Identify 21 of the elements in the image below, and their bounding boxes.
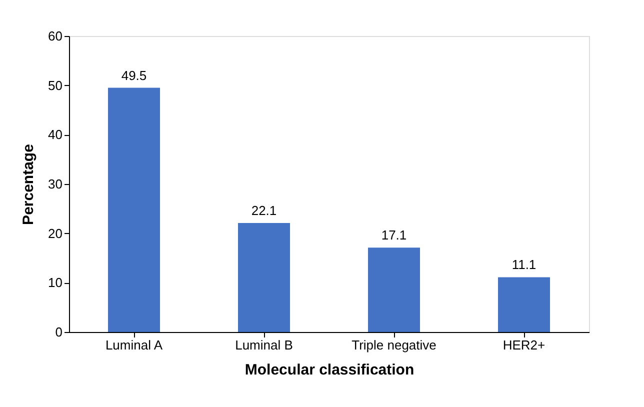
y-tick-label: 20 xyxy=(48,226,62,241)
data-label: 11.1 xyxy=(512,257,536,272)
x-axis-title: Molecular classification xyxy=(244,362,414,378)
data-label: 49.5 xyxy=(121,68,147,83)
data-label: 22.1 xyxy=(251,202,277,218)
y-axis-title: Percentage xyxy=(20,144,38,225)
y-tick-label: 40 xyxy=(48,127,62,142)
x-tick-label: Luminal B xyxy=(235,338,293,352)
y-tick-label: 30 xyxy=(48,176,62,192)
y-tick-label: 0 xyxy=(55,324,62,340)
x-tick-label: HER2+ xyxy=(502,338,546,352)
bar xyxy=(368,248,420,332)
data-label: 17.1 xyxy=(381,228,407,243)
bar xyxy=(238,222,290,332)
y-tick-label: 10 xyxy=(48,275,62,290)
y-tick-label: 60 xyxy=(48,28,62,44)
x-tick-label: Luminal A xyxy=(105,338,163,352)
y-tick-label: 50 xyxy=(48,78,62,93)
bar xyxy=(498,277,550,332)
bar xyxy=(108,88,160,332)
x-tick-label: Triple negative xyxy=(352,338,436,352)
